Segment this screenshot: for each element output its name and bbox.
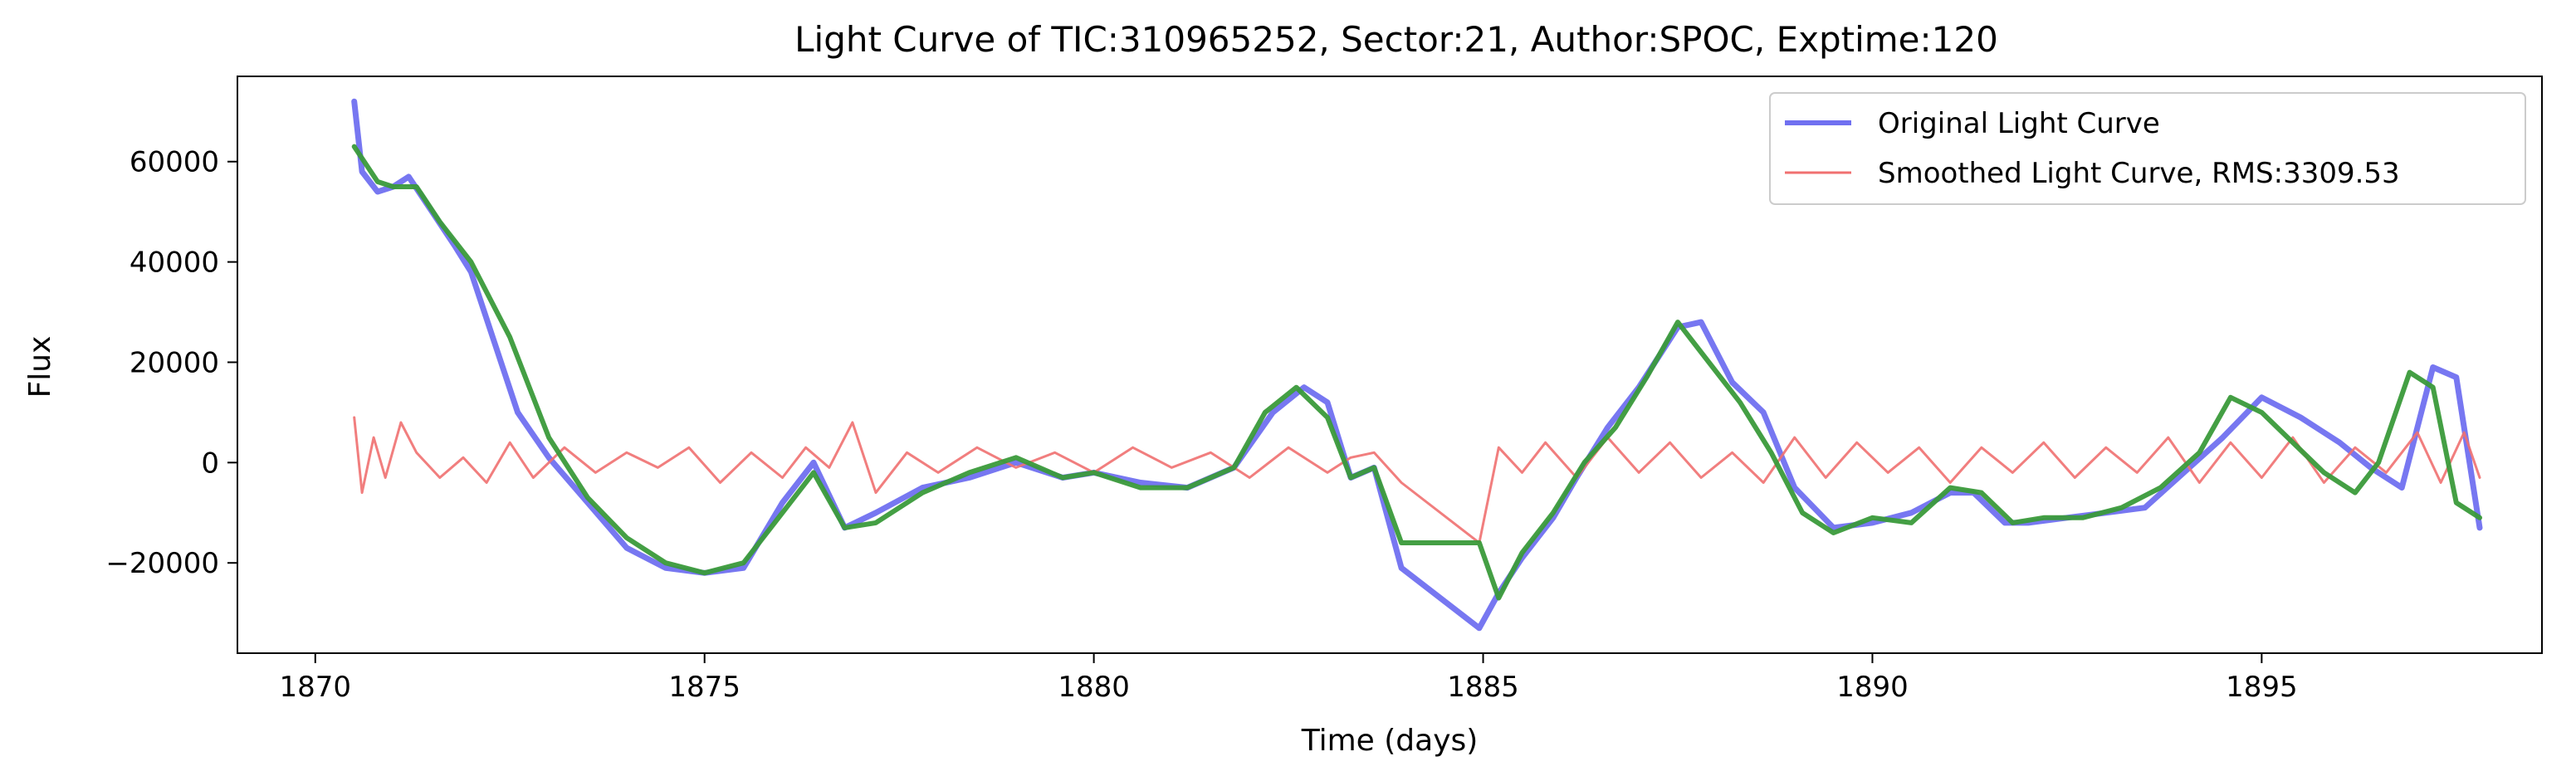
y-axis-label: Flux xyxy=(23,336,57,398)
x-tick-label: 1890 xyxy=(1836,671,1909,704)
series-line-residual xyxy=(353,416,2481,544)
x-axis-label: Time (days) xyxy=(1301,724,1479,758)
series-layer xyxy=(351,98,2483,632)
plot-area xyxy=(237,76,2543,654)
y-tick-label: 60000 xyxy=(130,146,219,179)
legend-label-original: Original Light Curve xyxy=(1878,107,2160,140)
x-tick-label: 1870 xyxy=(280,671,352,704)
y-axis: −20000 0 20000 40000 60000 xyxy=(105,146,237,580)
x-tick-label: 1895 xyxy=(2226,671,2298,704)
plot-frame xyxy=(237,76,2543,654)
legend: Original Light Curve Smoothed Light Curv… xyxy=(1769,92,2526,205)
y-tick-label: −20000 xyxy=(105,547,219,580)
x-tick-label: 1880 xyxy=(1058,671,1130,704)
y-tick-label: 40000 xyxy=(130,247,219,280)
chart-title: Light Curve of TIC:310965252, Sector:21,… xyxy=(794,19,1998,60)
legend-box xyxy=(1769,92,2526,205)
x-tick-label: 1875 xyxy=(668,671,741,704)
x-axis: 1870 1875 1880 1885 1890 1895 xyxy=(280,653,2298,704)
y-tick-label: 0 xyxy=(201,447,219,480)
y-tick-label: 20000 xyxy=(130,346,219,379)
legend-label-smoothed: Smoothed Light Curve, RMS:3309.53 xyxy=(1878,157,2400,190)
series-line-trend xyxy=(351,144,2482,601)
x-tick-label: 1885 xyxy=(1447,671,1519,704)
